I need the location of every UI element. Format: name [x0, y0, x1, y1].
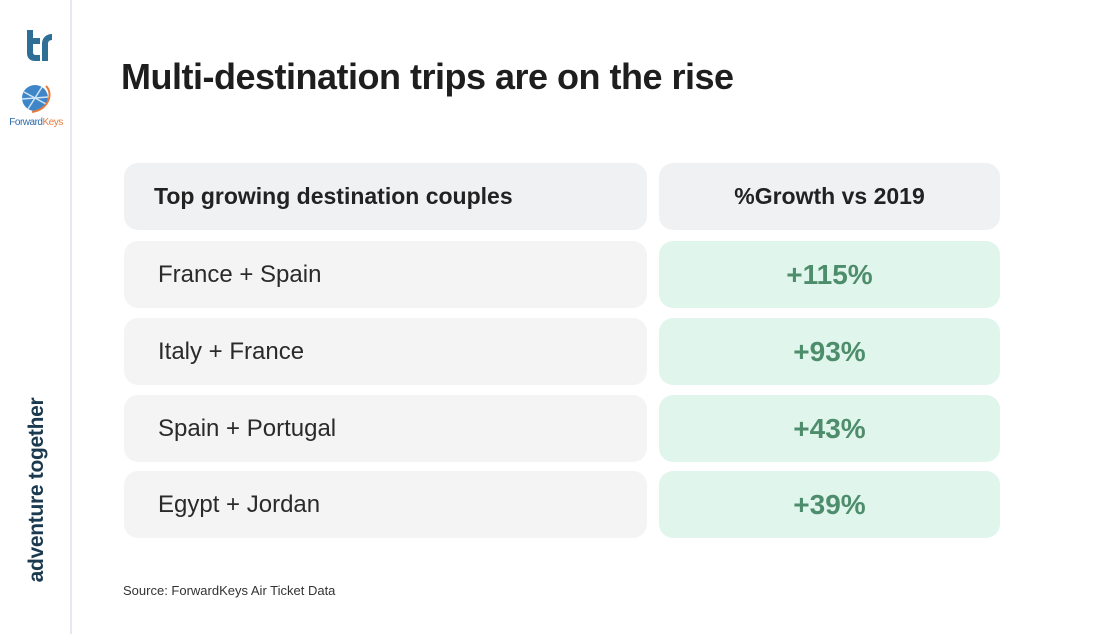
forwardkeys-text-accent: Keys [42, 117, 63, 128]
row-couple: Spain + Portugal [124, 395, 647, 462]
source-note: Source: ForwardKeys Air Ticket Data [123, 583, 336, 598]
tagline: adventure together [25, 397, 48, 583]
row-growth: +39% [659, 471, 1000, 538]
globe-icon [21, 85, 51, 113]
row-growth: +43% [659, 395, 1000, 462]
forwardkeys-text: Forward [9, 117, 43, 128]
tr-logo-icon [27, 30, 52, 61]
row-couple: Egypt + Jordan [124, 471, 647, 538]
header-couples: Top growing destination couples [124, 163, 647, 230]
forwardkeys-logo: ForwardKeys [8, 82, 64, 132]
row-couple: France + Spain [124, 241, 647, 308]
sidebar-divider [70, 0, 72, 634]
header-growth: %Growth vs 2019 [659, 163, 1000, 230]
tr-logo [24, 28, 54, 62]
page-title: Multi-destination trips are on the rise [121, 56, 734, 97]
row-growth: +93% [659, 318, 1000, 385]
row-couple: Italy + France [124, 318, 647, 385]
row-growth: +115% [659, 241, 1000, 308]
